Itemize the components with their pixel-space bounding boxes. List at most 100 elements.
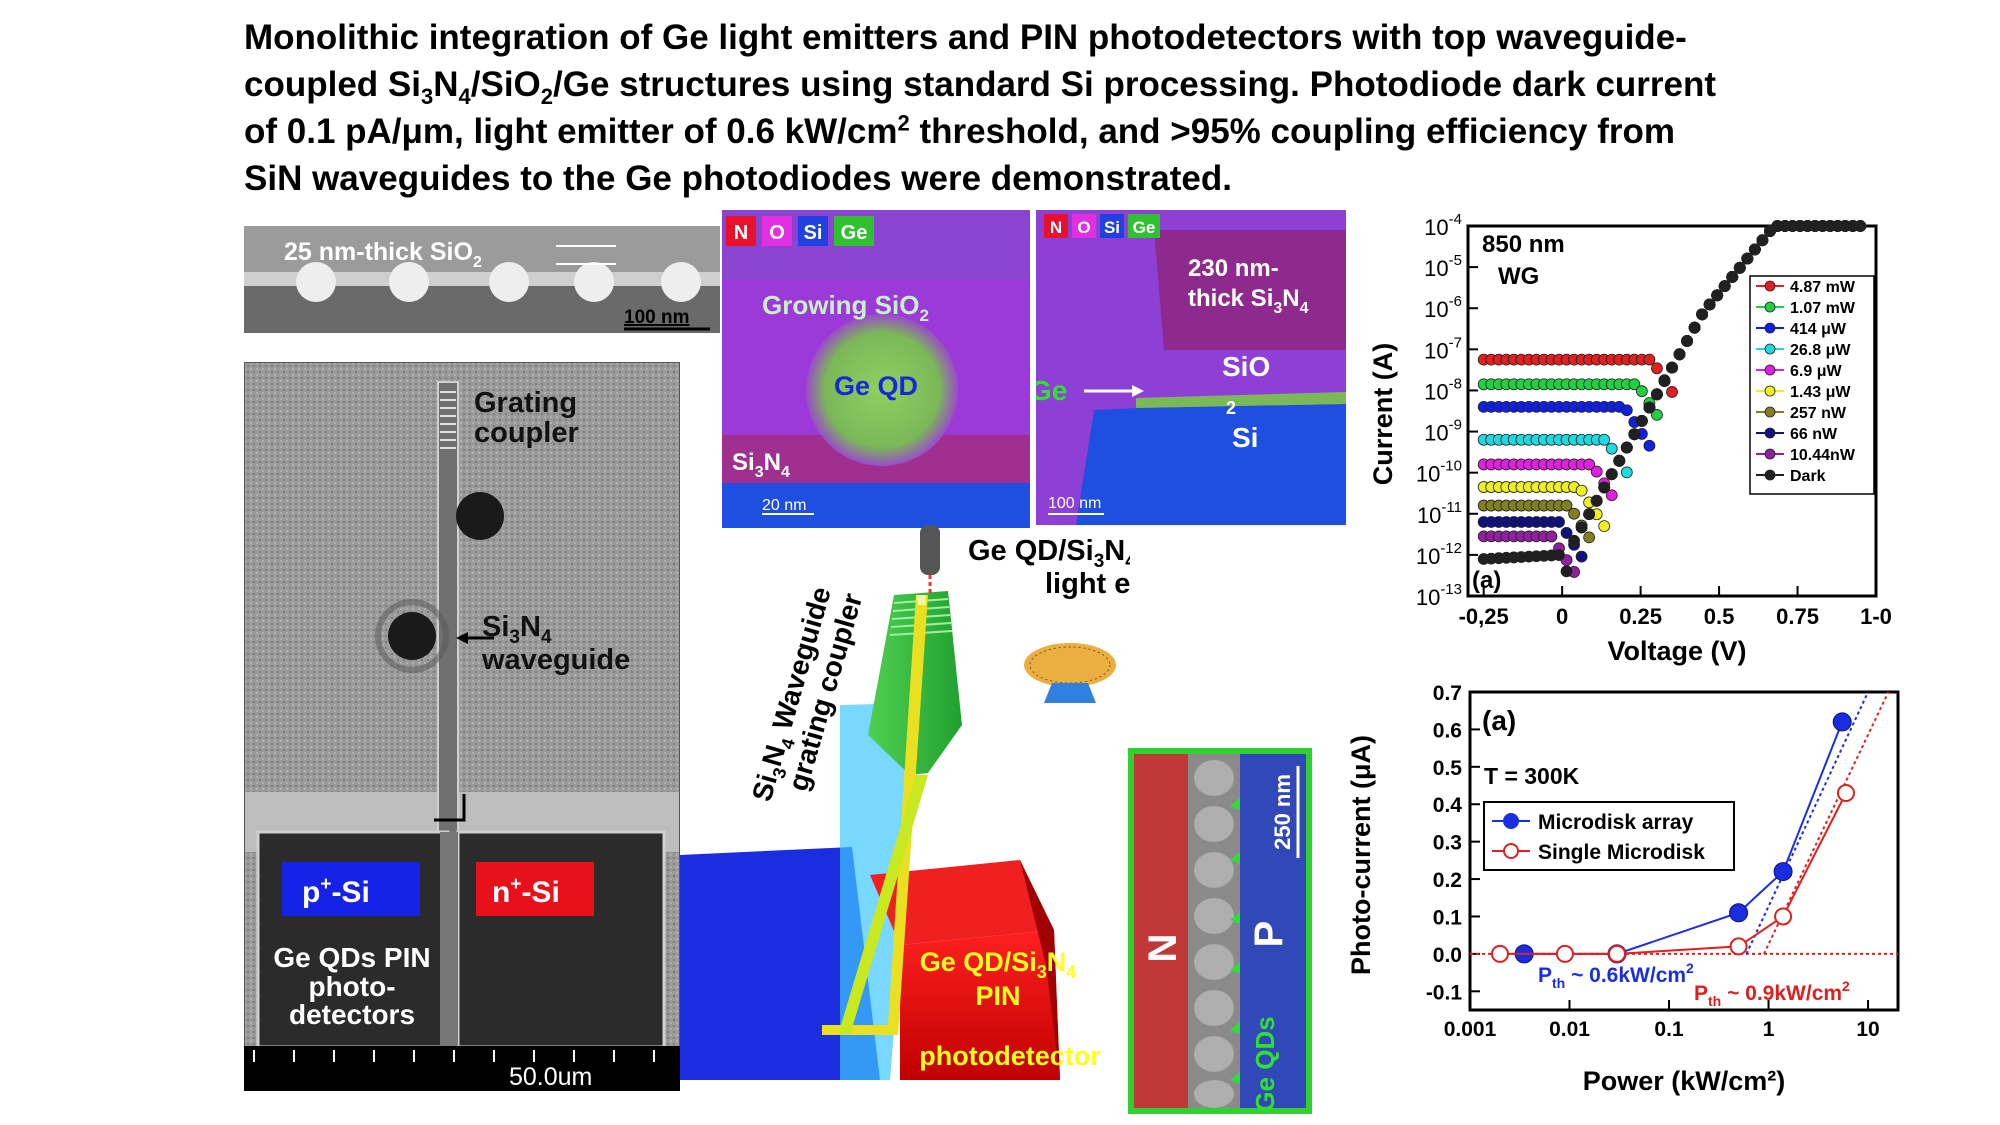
- eds-map-right: N O Si Ge 230 nm- thick Si3N4 SiO 2 Si Ge…: [1036, 210, 1346, 525]
- iv-annotation-2: WG: [1498, 263, 1539, 290]
- pc-chart: -0.1 0.0 0.1 0.2 0.3 0.4 0.5 0.6 0.7 0.001 0.01 0.…: [1346, 682, 1900, 1096]
- iv-point: [1756, 234, 1769, 247]
- pth-red-label: Pth ~ 0.9kW/cm2: [1694, 978, 1850, 1009]
- tem-pin-image: N P Ge QDs 250 nm: [1128, 748, 1312, 1114]
- iv-point: [1635, 385, 1648, 398]
- pc-series-line-1: [1499, 792, 1847, 955]
- iv-point: [1696, 308, 1709, 321]
- iv-point: [1605, 468, 1618, 481]
- iv-legend-marker: [1764, 385, 1776, 397]
- pc-ylabel: Photo-current (μA): [1346, 735, 1376, 975]
- iv-point: [1741, 252, 1754, 265]
- pd-label-schematic-3: photodetector: [919, 1041, 1101, 1071]
- iv-ytick-label: 10-13: [1416, 581, 1462, 610]
- iv-point: [1733, 261, 1746, 274]
- 230nm-label-1: 230 nm-: [1188, 255, 1279, 282]
- pc-ytick-label: 0.7: [1433, 682, 1462, 705]
- pc-point: [1607, 944, 1626, 963]
- iv-legend-marker: [1764, 448, 1776, 460]
- 230nm-label-2: thick Si3N4: [1188, 285, 1309, 317]
- iv-legend-marker: [1764, 406, 1776, 418]
- n-region-label: N: [1141, 934, 1185, 963]
- ge-label-right: Ge: [1036, 375, 1067, 406]
- pd-label-schematic-1: Ge QD/Si3N4: [920, 947, 1077, 982]
- iv-point: [1643, 439, 1656, 452]
- iv-xtick-label: 0.25: [1619, 604, 1662, 629]
- iv-point: [1553, 516, 1565, 528]
- pc-legend-marker: [1503, 813, 1519, 829]
- iv-point: [1560, 565, 1573, 578]
- ge-qds-label: Ge QDs: [1250, 1016, 1280, 1111]
- iv-point: [1718, 280, 1731, 293]
- sio2-label-right: SiO 2: [1222, 351, 1270, 418]
- n-si-label: n+-Si: [492, 874, 560, 909]
- iv-point: [1748, 243, 1761, 256]
- emitter-label-2: light emitter: [1045, 568, 1130, 600]
- pd-label-3: detectors: [289, 999, 415, 1030]
- iv-point: [1620, 441, 1633, 454]
- headline-line-4: SiN waveguides to the Ge photodiodes wer…: [244, 159, 1232, 198]
- p-si-box: [282, 862, 420, 916]
- iv-xtick-label: 0.75: [1776, 604, 1819, 629]
- iv-legend-label: 4.87 mW: [1790, 279, 1856, 296]
- pc-ytick-label: 0.3: [1433, 832, 1462, 855]
- pc-xlabel: Power (kW/cm²): [1583, 1066, 1786, 1096]
- sem-grating-label-1: Grating: [474, 387, 577, 419]
- iv-point: [1620, 404, 1633, 417]
- pc-xtick-label: 0.1: [1654, 1018, 1684, 1041]
- pc-legend-box: [1483, 801, 1735, 871]
- tem-pin-scale: 250 nm: [1270, 774, 1295, 850]
- headline-line-3: of 0.1 pA/μm, light emitter of 0.6 kW/cm…: [244, 110, 1676, 151]
- iv-point: [1560, 527, 1573, 539]
- iv-legend-label: 1.07 mW: [1790, 300, 1856, 317]
- iv-ytick-label: 10-11: [1417, 499, 1462, 528]
- iv-point: [1613, 454, 1626, 467]
- iv-ytick-label: 10-6: [1424, 293, 1462, 322]
- iv-legend-marker: [1764, 427, 1776, 439]
- pc-legend: Microdisk array Single Microdisk: [1492, 811, 1705, 864]
- iv-legend-marker: [1764, 301, 1776, 313]
- svg-text:N: N: [1050, 218, 1062, 237]
- iv-point: [1560, 499, 1573, 512]
- iv-point: [1575, 521, 1588, 534]
- iv-point: [1711, 289, 1724, 302]
- pc-xtick-label: 0.001: [1444, 1018, 1497, 1041]
- pth-blue-label: Pth ~ 0.6kW/cm2: [1538, 960, 1694, 991]
- iv-point: [1590, 494, 1603, 507]
- iv-legend-label: 257 nW: [1790, 405, 1847, 422]
- iv-ytick-label: 10-4: [1424, 214, 1462, 240]
- emitter-label-1: Ge QD/Si3N4 microdisk: [968, 535, 1130, 572]
- iv-point: [1545, 530, 1558, 543]
- iv-point: [1651, 388, 1663, 401]
- iv-xtick-label: -0,25: [1459, 604, 1509, 629]
- pc-temperature: T = 300K: [1484, 763, 1580, 789]
- iv-point: [1583, 531, 1596, 544]
- iv-legend-marker: [1764, 469, 1776, 481]
- iv-point: [1666, 386, 1678, 398]
- iv-point: [1628, 428, 1641, 441]
- sem-scale: 50.0um: [509, 1063, 592, 1091]
- iv-point: [1651, 408, 1663, 421]
- sem-waveguide-label-2: waveguide: [481, 644, 630, 676]
- iv-legend-label: Dark: [1790, 468, 1826, 485]
- pc-point: [1729, 903, 1749, 923]
- pc-point: [1773, 862, 1793, 882]
- iv-legend-marker: [1764, 343, 1776, 355]
- pc-xtick-label: 10: [1856, 1018, 1879, 1041]
- svg-text:O: O: [1077, 218, 1090, 237]
- iv-chart: 10-4 10-5 10-6 10-7 10-8 10-9 10-10 10-11 10-12 1…: [1368, 214, 1892, 666]
- qd-dots: [296, 262, 701, 302]
- iv-point: [1575, 550, 1588, 563]
- iv-series-9: [1477, 220, 1867, 578]
- pc-ytick-label: 0.4: [1433, 794, 1463, 817]
- iv-point: [1681, 335, 1693, 347]
- pc-point: [1836, 784, 1855, 803]
- iv-point: [1643, 401, 1656, 414]
- iv-point: [1620, 466, 1633, 479]
- device-schematic: Ge QD/Si3N4 microdisk light emitter Si3N…: [680, 525, 1130, 1080]
- iv-point: [1605, 489, 1618, 502]
- n-si-box: [476, 862, 594, 916]
- iv-point: [1628, 378, 1641, 391]
- iv-ytick-label: 10-5: [1424, 252, 1462, 281]
- iv-ytick-label: 10-8: [1424, 375, 1462, 404]
